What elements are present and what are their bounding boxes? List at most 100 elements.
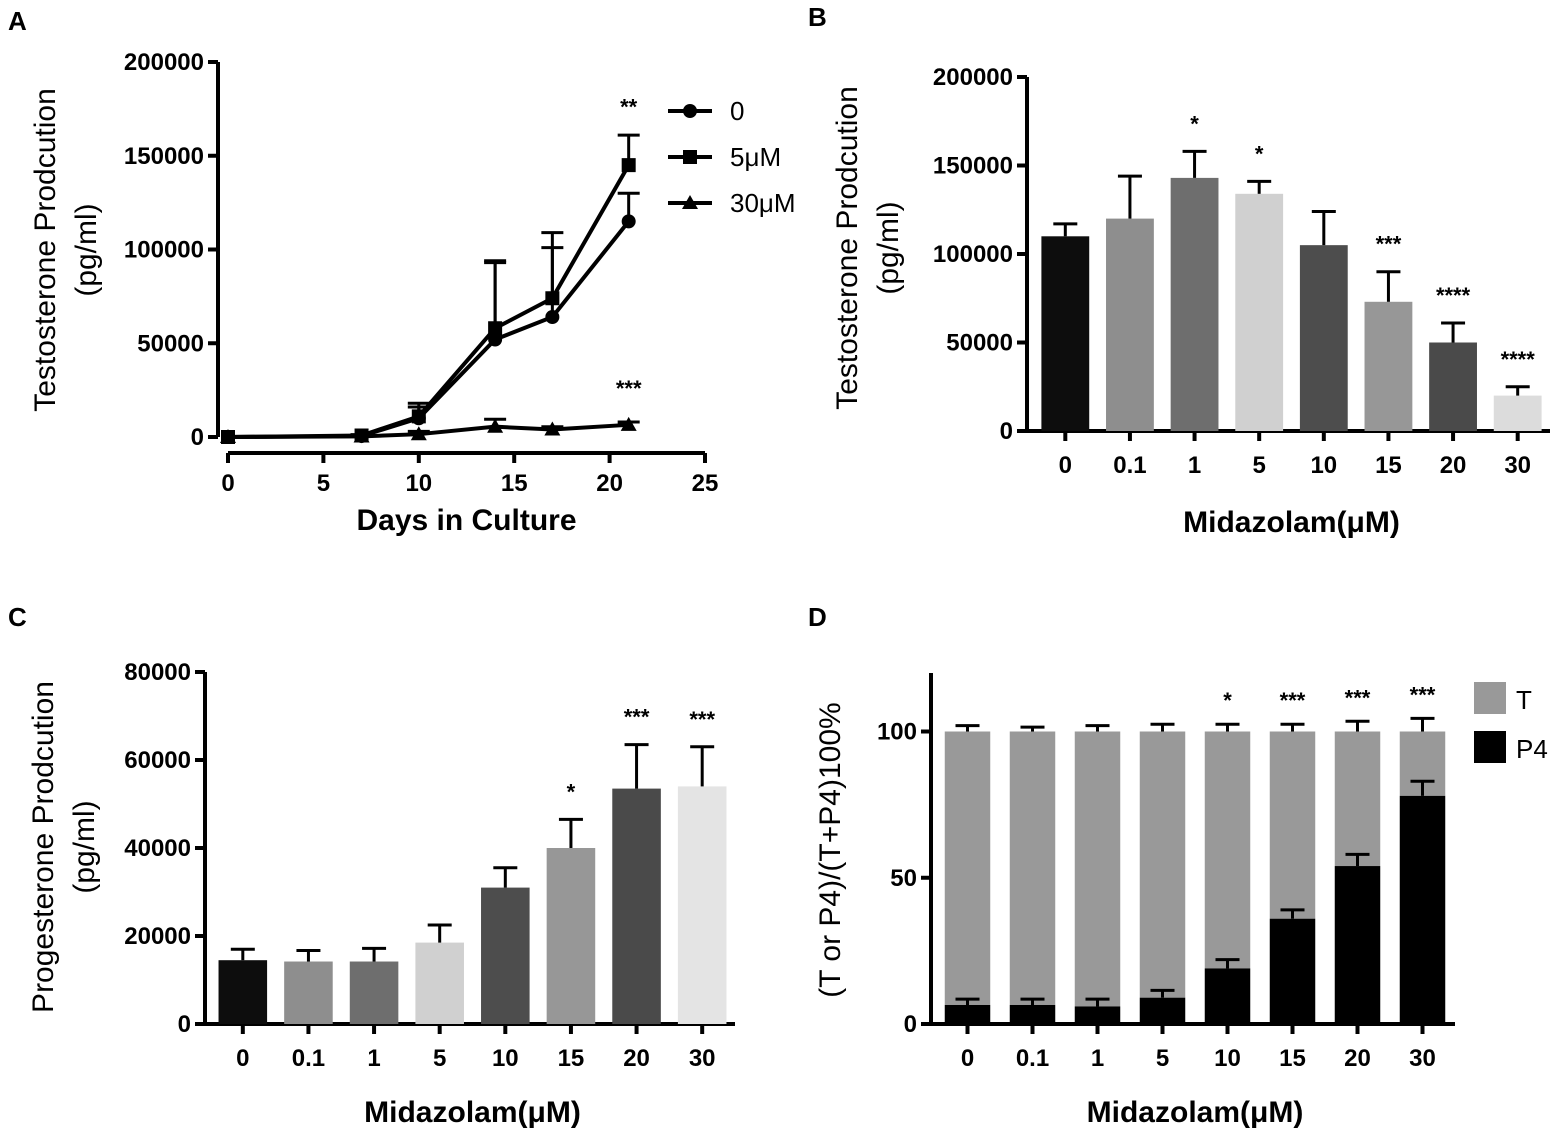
y-tick-label: 0 [904,1011,917,1038]
x-tick-label: 20 [1440,452,1467,479]
bar [481,887,530,1024]
y-tick-label: 80000 [124,659,191,686]
significance-label: *** [616,376,642,401]
bar [1106,218,1154,431]
y-tick-label: 150000 [933,153,1013,180]
bar-t [944,731,991,1005]
significance-label: * [1255,141,1264,166]
x-tick-label: 10 [1310,452,1337,479]
data-point [487,418,504,433]
series-square [221,133,640,444]
bar-t [1204,731,1251,969]
legend-swatch [1474,682,1506,714]
legend: T P4 [1474,682,1548,764]
bar [218,960,268,1024]
bar-t [1009,731,1056,1005]
bar [1493,395,1542,431]
y-tick-label: 100000 [124,237,204,264]
y-tick-label: 50 [890,865,917,892]
significance-label: * [567,779,576,804]
panel-letter-c: C [8,602,27,632]
legend-marker [683,104,697,118]
legend-label: P4 [1516,734,1548,764]
bar [1235,193,1284,431]
series-line [227,422,629,439]
bar-p4 [1204,968,1251,1024]
x-tick-label: 30 [1504,452,1531,479]
significance-label: * [1190,111,1199,136]
data-point [544,421,561,436]
panel-letter-b: B [808,2,827,32]
x-axis-label: Days in Culture [356,504,576,537]
x-axis-label: Midazolam(μM) [364,1096,581,1129]
series-triangle [220,416,640,443]
bar-p4 [1269,918,1316,1024]
y-axis-label: (pg/ml) [872,201,905,294]
y-tick-label: 40000 [124,835,191,862]
bar-p4 [1009,1004,1056,1024]
x-axis-label: Midazolam(μM) [1183,506,1400,539]
significance-label: * [1223,688,1232,713]
bar [1364,301,1413,431]
bar [546,848,596,1024]
y-tick-label: 0 [191,424,204,451]
x-tick-label: 0 [961,1045,974,1072]
significance-label: *** [624,705,650,730]
y-tick-label: 200000 [124,49,204,76]
x-tick-label: 20 [623,1045,650,1072]
significance-label: **** [1501,347,1536,372]
x-tick-label: 20 [596,470,623,497]
y-axis-label: (pg/ml) [68,800,101,893]
x-tick-label: 0.1 [292,1045,325,1072]
y-tick-label: 60000 [124,747,191,774]
significance-label: *** [1280,688,1306,713]
significance-label: *** [1376,232,1402,257]
x-tick-label: 5 [1156,1045,1169,1072]
panel-a-chart: A 0 50000 100000 150000 200000 0 5 10 15 20 25 Testo… [8,6,796,537]
bar-p4 [1399,795,1446,1024]
x-axis-label: Midazolam(μM) [1087,1096,1304,1129]
y-tick-label: 100000 [933,241,1013,268]
x-tick-label: 30 [689,1045,716,1072]
y-tick-label: 150000 [124,143,204,170]
data-point [621,158,636,173]
x-tick-label: 10 [492,1045,519,1072]
y-tick-label: 0 [178,1011,191,1038]
significance-label: *** [689,707,715,732]
data-point [620,416,637,431]
data-point [545,291,560,306]
bar-p4 [1074,1006,1121,1024]
x-tick-label: 0.1 [1016,1045,1049,1072]
x-tick-label: 1 [367,1045,380,1072]
bar [415,942,464,1024]
data-point [353,428,370,443]
data-point [220,429,236,443]
bar [1299,245,1348,431]
data-point [621,214,636,229]
bar [1170,177,1219,431]
x-tick-label: 5 [1253,452,1266,479]
legend-marker [683,150,697,164]
data-point [488,321,503,336]
y-tick-label: 100 [877,719,917,746]
data-point [545,310,560,324]
legend-label: 30μM [730,188,796,218]
significance-label: *** [1345,685,1371,710]
panel-letter-d: D [808,602,827,632]
x-tick-label: 0.1 [1113,452,1146,479]
x-tick-label: 15 [501,470,528,497]
data-point [411,409,426,424]
legend-label: 5μM [730,142,781,172]
bar [612,788,661,1024]
y-axis-label: (T or P4)/(T+P4)100% [814,702,847,997]
bar-p4 [1139,997,1186,1024]
y-tick-label: 0 [1000,418,1013,445]
x-tick-label: 15 [558,1045,585,1072]
bar [1041,236,1090,431]
y-axis-label: Progesterone Prodcution [27,681,60,1013]
significance-label: ** [620,95,638,120]
y-tick-label: 200000 [933,64,1013,91]
